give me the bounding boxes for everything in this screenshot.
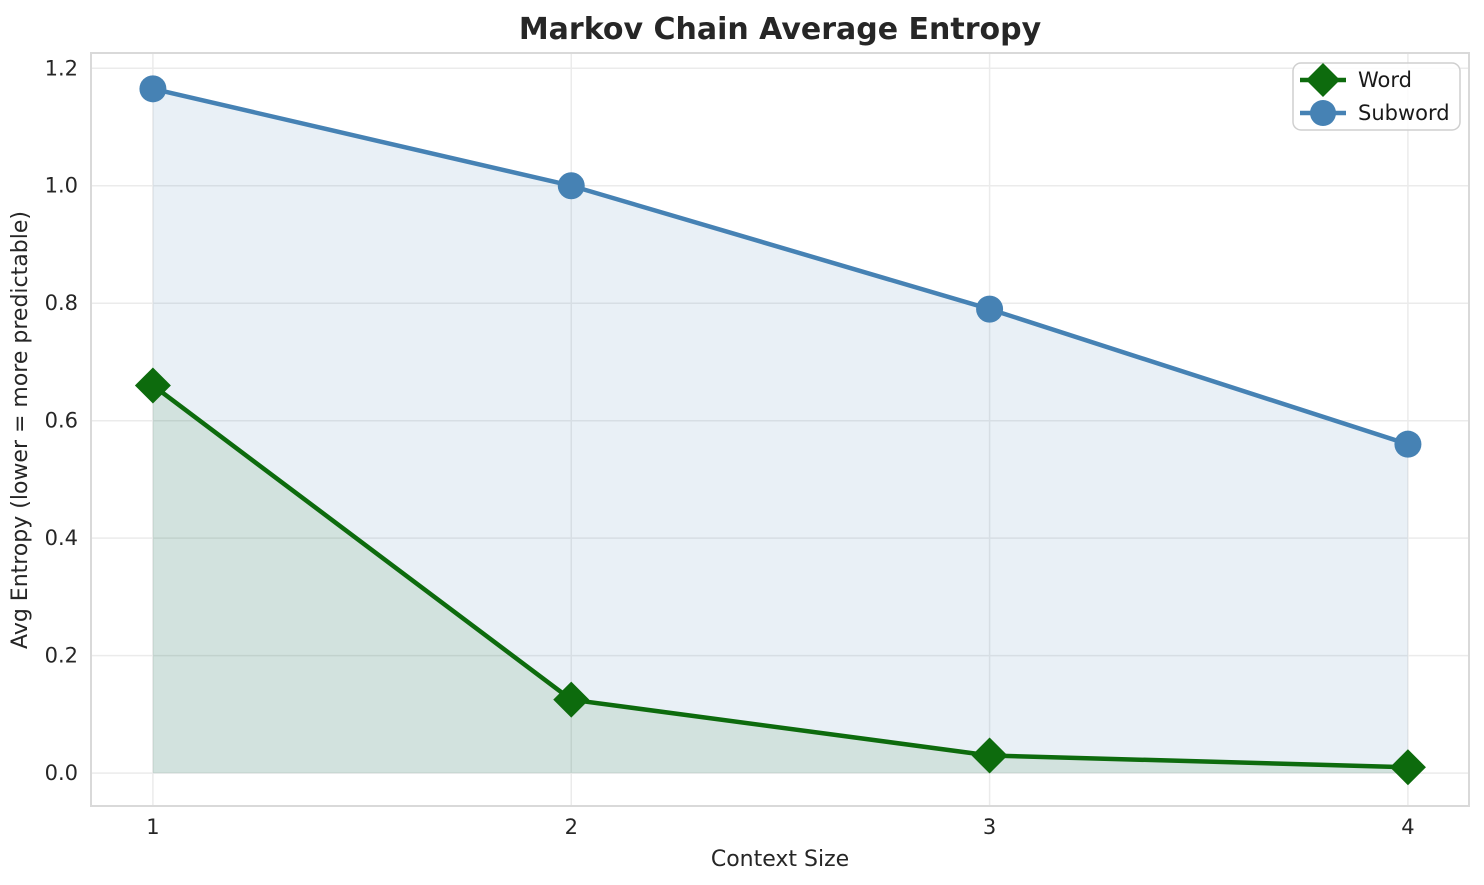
chart-title: Markov Chain Average Entropy (519, 12, 1042, 47)
subword-marker (557, 172, 585, 200)
gridlines (91, 53, 1469, 806)
legend: Word Subword (1292, 62, 1461, 131)
x-tick-label: 1 (146, 815, 159, 839)
plot-border (90, 52, 1470, 807)
y-tick-label: 0.0 (45, 761, 78, 785)
subword-area-fill (152, 88, 1408, 774)
subword-marker (139, 75, 167, 103)
word-marker (1389, 749, 1426, 786)
x-tick-label: 2 (565, 815, 578, 839)
subword-line (150, 86, 1411, 447)
legend-label-subword: Subword (1358, 101, 1450, 125)
legend-item-word: Word (1300, 63, 1412, 97)
y-axis-label: Avg Entropy (lower = more predictable) (8, 211, 33, 649)
y-tick-label: 0.2 (45, 644, 78, 668)
word-marker (553, 681, 590, 718)
y-tick-label: 1.0 (45, 174, 78, 198)
data-point-markers (134, 75, 1426, 786)
subword-marker (976, 295, 1004, 323)
subword-circle-icon (1310, 100, 1336, 126)
y-axis-tick-labels: 0.0 0.2 0.4 0.6 0.8 1.0 1.2 (45, 56, 78, 785)
word-diamond-icon (1306, 63, 1340, 97)
word-marker (134, 367, 171, 404)
legend-label-word: Word (1358, 68, 1412, 92)
x-axis-label: Context Size (711, 847, 849, 872)
y-tick-label: 0.6 (45, 409, 78, 433)
x-axis-tick-labels: 1 2 3 4 (146, 815, 1414, 839)
plot-area (91, 53, 1469, 806)
y-tick-label: 0.4 (45, 526, 78, 550)
y-tick-label: 1.2 (45, 56, 78, 80)
x-tick-label: 3 (983, 815, 996, 839)
word-line (150, 383, 1411, 770)
x-tick-label: 4 (1401, 815, 1414, 839)
y-tick-label: 0.8 (45, 291, 78, 315)
subword-marker (1394, 430, 1422, 458)
area-fills (152, 88, 1408, 774)
word-marker (971, 737, 1008, 774)
series-lines (150, 86, 1411, 770)
word-area-fill (152, 385, 1408, 774)
legend-item-subword: Subword (1300, 100, 1450, 126)
